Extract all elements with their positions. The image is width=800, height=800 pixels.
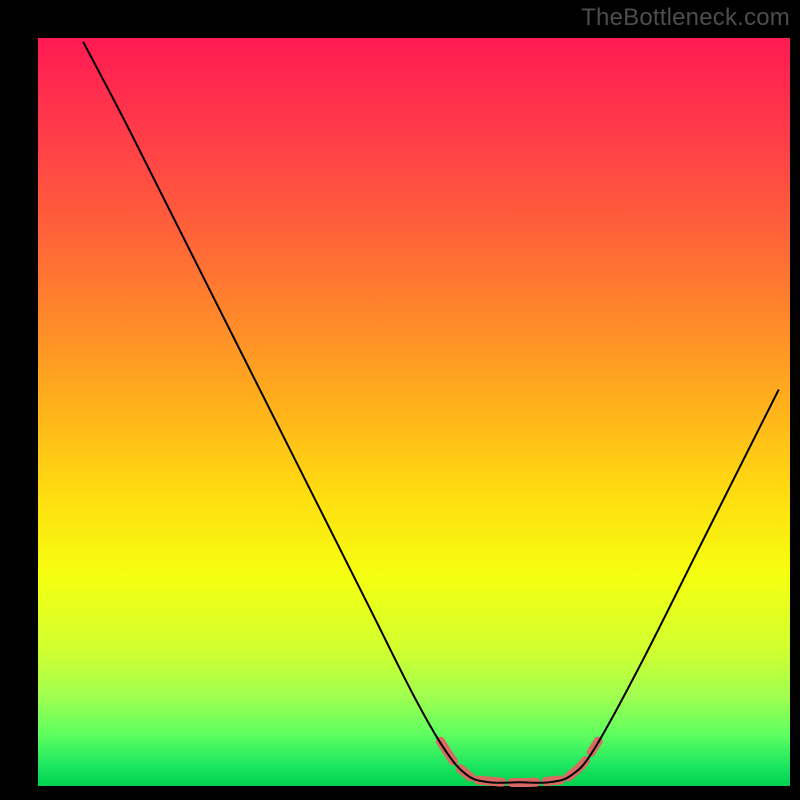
gradient-background [38,38,790,786]
chart-canvas: TheBottleneck.com [0,0,800,800]
watermark-text: TheBottleneck.com [581,4,790,32]
bottleneck-chart [0,0,800,800]
